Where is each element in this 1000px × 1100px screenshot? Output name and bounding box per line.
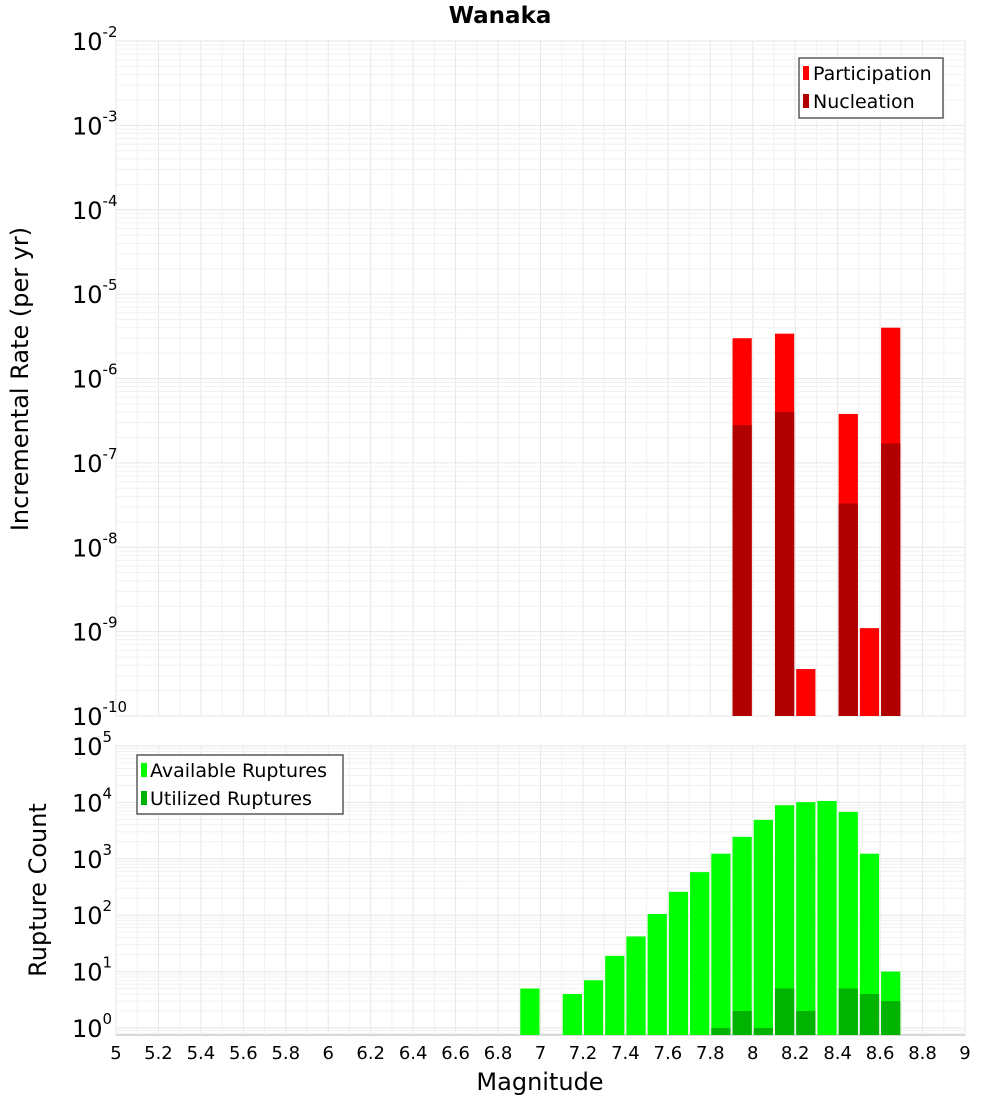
x-tick-label: 5.4 (187, 1043, 216, 1064)
x-tick-label: 6.6 (441, 1043, 470, 1064)
rupture-count-panel: 100 101 102 103 104 105 5 5.2 5.4 5.6 5.8 6 6.2 6.4 6… (24, 728, 971, 1096)
incremental-rate-grid (115, 40, 966, 717)
rupture-count-legend: Available Ruptures Utilized Ruptures (136, 754, 344, 815)
incremental-rate-legend: Participation Nucleation (798, 57, 944, 119)
rupture-count-bars (520, 800, 901, 1035)
available-ruptures-bar (817, 800, 837, 1035)
y-tick-label: 10-10 (72, 698, 127, 731)
y-tick-label: 10-9 (72, 614, 118, 647)
incremental-rate-legend-box (798, 57, 944, 119)
y-tick-label: 101 (72, 954, 112, 987)
incremental-rate-y-axis-label: Incremental Rate (per yr) (6, 227, 34, 531)
nucleation-bar (838, 503, 858, 716)
x-tick-label: 7.6 (654, 1043, 683, 1064)
x-tick-label: 8.6 (866, 1043, 895, 1064)
y-tick-label: 10-2 (72, 23, 118, 56)
available-ruptures-bar (774, 805, 795, 1035)
utilized-ruptures-legend-swatch (141, 791, 147, 805)
y-tick-label: 10-5 (72, 276, 118, 309)
available-ruptures-bar (668, 891, 689, 1035)
y-tick-label: 10-7 (72, 445, 118, 478)
available-ruptures-bar (753, 819, 773, 1035)
utilized-ruptures-bar (796, 1010, 816, 1035)
y-tick-label: 10-4 (72, 192, 118, 225)
x-tick-label: 6.2 (356, 1043, 385, 1064)
participation-bar (796, 669, 816, 716)
x-tick-label: 6.4 (399, 1043, 428, 1064)
participation-legend-label: Participation (813, 63, 932, 85)
magnitude-x-axis-label: Magnitude (476, 1068, 603, 1096)
available-ruptures-legend-label: Available Ruptures (150, 760, 327, 782)
rupture-count-legend-box (136, 754, 344, 815)
incremental-rate-panel: 10-10 10-9 10-8 10-7 10-6 10-5 10-4 10-3 10-2 In… (6, 23, 966, 731)
x-tick-label: 5.2 (144, 1043, 173, 1064)
nucleation-bar (732, 425, 752, 716)
x-tick-label: 7 (535, 1043, 546, 1064)
x-tick-label: 8 (747, 1043, 758, 1064)
participation-legend-swatch (803, 66, 809, 80)
participation-bar (859, 628, 880, 716)
available-ruptures-bar (859, 853, 880, 1035)
available-ruptures-bar (647, 913, 667, 1035)
x-tick-label: 7.2 (569, 1043, 598, 1064)
available-ruptures-bar (626, 936, 646, 1035)
available-ruptures-bar (690, 872, 710, 1035)
incremental-rate-bars (732, 327, 901, 716)
utilized-ruptures-bar (881, 1001, 901, 1035)
rupture-count-y-axis-label: Rupture Count (24, 803, 52, 977)
chart-title: Wanaka (449, 3, 552, 29)
y-tick-label: 105 (72, 728, 112, 761)
nucleation-legend-swatch (803, 94, 809, 108)
nucleation-bar (881, 443, 901, 716)
nucleation-legend-label: Nucleation (813, 91, 915, 113)
y-tick-label: 10-8 (72, 529, 118, 562)
utilized-ruptures-bar (859, 994, 880, 1035)
y-tick-label: 10-3 (72, 107, 118, 140)
available-ruptures-bar (562, 994, 582, 1035)
y-tick-label: 104 (72, 784, 112, 817)
x-tick-label: 8.2 (781, 1043, 810, 1064)
x-tick-label: 8.4 (823, 1043, 852, 1064)
utilized-ruptures-bar (732, 1010, 752, 1035)
available-ruptures-legend-swatch (141, 763, 147, 777)
available-ruptures-bar (796, 802, 816, 1035)
available-ruptures-bar (711, 853, 731, 1035)
x-tick-label: 8.8 (908, 1043, 937, 1064)
incremental-rate-y-ticks: 10-10 10-9 10-8 10-7 10-6 10-5 10-4 10-3 10-2 (72, 23, 127, 731)
available-ruptures-bar (732, 836, 752, 1035)
x-tick-label: 6.8 (484, 1043, 513, 1064)
utilized-ruptures-bar (753, 1027, 773, 1035)
x-tick-label: 5 (110, 1043, 121, 1064)
available-ruptures-bar (520, 988, 540, 1035)
nucleation-bar (774, 412, 795, 716)
x-tick-label: 7.8 (696, 1043, 725, 1064)
utilized-ruptures-bar (774, 988, 795, 1035)
utilized-ruptures-bar (838, 988, 858, 1035)
available-ruptures-bar (605, 955, 625, 1035)
utilized-ruptures-bar (711, 1027, 731, 1035)
rupture-count-grid (115, 745, 966, 1035)
utilized-ruptures-legend-label: Utilized Ruptures (150, 788, 312, 810)
y-tick-label: 100 (72, 1010, 112, 1043)
x-tick-label: 5.6 (229, 1043, 258, 1064)
x-tick-label: 6 (323, 1043, 334, 1064)
y-tick-label: 103 (72, 841, 112, 874)
y-tick-label: 102 (72, 897, 112, 930)
available-ruptures-bar (838, 811, 858, 1035)
available-ruptures-bar (583, 980, 604, 1035)
y-tick-label: 10-6 (72, 361, 118, 394)
magnitude-x-ticks: 5 5.2 5.4 5.6 5.8 6 6.2 6.4 6.6 6.8 7 7.2 7.4 7.6 7.8 8… (110, 1043, 970, 1064)
x-tick-label: 7.4 (611, 1043, 640, 1064)
rupture-count-y-ticks: 100 101 102 103 104 105 (72, 728, 112, 1043)
x-tick-label: 9 (959, 1043, 970, 1064)
x-tick-label: 5.8 (271, 1043, 300, 1064)
